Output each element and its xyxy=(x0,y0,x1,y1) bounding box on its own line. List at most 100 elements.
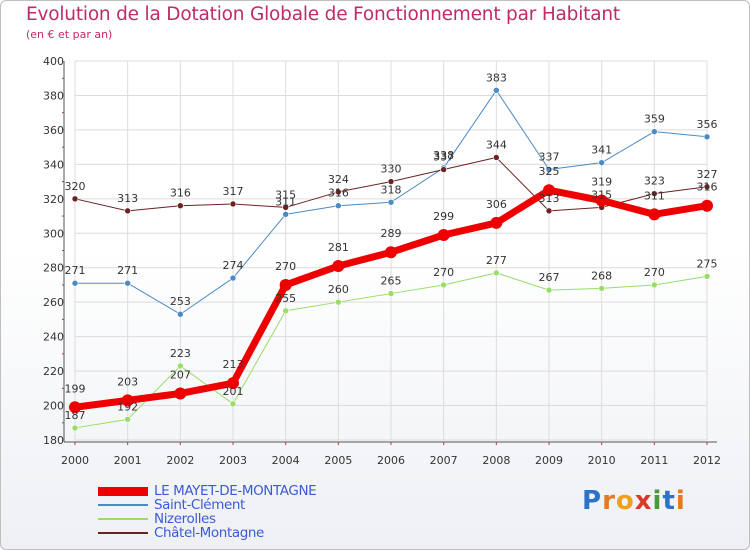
x-tick-label: 2007 xyxy=(430,454,458,467)
data-point xyxy=(332,260,345,273)
y-tick-label: 180 xyxy=(43,434,64,447)
data-point xyxy=(387,198,395,206)
data-point xyxy=(124,416,131,423)
legend-swatch xyxy=(98,486,148,496)
data-label: 289 xyxy=(381,227,402,240)
data-label: 270 xyxy=(275,260,296,273)
data-label: 277 xyxy=(486,254,507,267)
y-tick-label: 280 xyxy=(43,262,64,275)
data-point xyxy=(440,281,447,289)
data-point xyxy=(598,285,605,292)
data-label: 337 xyxy=(539,151,560,164)
grid xyxy=(74,60,708,441)
logo-letter: t xyxy=(662,486,676,516)
logo-letter: i xyxy=(675,486,686,516)
y-tick-label: 240 xyxy=(43,331,64,344)
data-labels: 271 271 253 274 311 316 318 338 383 337 341 359 356 1… xyxy=(65,71,718,422)
data-label: 337 xyxy=(433,151,454,164)
data-point xyxy=(335,298,342,306)
series-lines xyxy=(69,86,713,432)
data-label: 203 xyxy=(117,375,138,388)
data-point xyxy=(703,183,711,191)
data-label: 317 xyxy=(223,185,244,198)
data-point xyxy=(335,188,342,196)
data-label: 311 xyxy=(644,189,665,202)
data-point xyxy=(545,286,553,294)
data-point xyxy=(227,377,239,390)
data-label: 359 xyxy=(644,113,665,126)
data-label: 187 xyxy=(65,409,86,422)
data-label: 324 xyxy=(328,173,349,186)
data-label: 341 xyxy=(591,144,612,157)
legend-swatch xyxy=(98,518,148,520)
x-tick-label: 2011 xyxy=(640,454,668,467)
data-point xyxy=(437,228,450,241)
data-point xyxy=(177,202,184,210)
x-tick-label: 2000 xyxy=(61,454,89,467)
data-label: 270 xyxy=(644,266,665,279)
data-point xyxy=(124,207,131,215)
data-label: 316 xyxy=(328,187,349,200)
data-point xyxy=(545,166,553,173)
proxiti-logo: Proxiti xyxy=(582,486,686,516)
data-label: 315 xyxy=(275,188,296,201)
data-label: 274 xyxy=(223,259,244,272)
logo-letter: x xyxy=(634,486,653,516)
data-label: 383 xyxy=(486,71,507,84)
logo-letter: r xyxy=(602,486,616,516)
data-point xyxy=(598,159,605,166)
data-point xyxy=(701,199,713,212)
data-label: 299 xyxy=(433,210,454,223)
data-point xyxy=(387,178,395,185)
data-label: 267 xyxy=(539,271,560,284)
y-tick-label: 400 xyxy=(43,55,64,68)
data-label: 223 xyxy=(170,347,191,360)
y-tick-label: 200 xyxy=(43,400,64,413)
data-point xyxy=(387,290,395,297)
x-tick-label: 2003 xyxy=(219,454,247,467)
logo-letter: o xyxy=(615,486,635,516)
data-point xyxy=(174,387,187,400)
y-tick-label: 340 xyxy=(43,158,64,171)
data-point xyxy=(651,128,658,135)
x-tick-label: 2002 xyxy=(166,454,194,467)
data-point xyxy=(282,211,289,218)
data-label: 260 xyxy=(328,283,349,296)
data-label: 316 xyxy=(697,181,718,194)
data-label: 255 xyxy=(275,292,296,305)
data-label: 271 xyxy=(65,264,86,277)
data-point xyxy=(229,274,237,282)
data-label: 281 xyxy=(328,241,349,254)
data-point xyxy=(69,401,81,414)
data-point xyxy=(229,400,237,408)
data-label: 213 xyxy=(223,358,244,371)
y-tick-label: 300 xyxy=(43,227,64,240)
x-tick-label: 2006 xyxy=(377,454,405,467)
data-point xyxy=(543,184,555,197)
legend-label: LE MAYET-DE-MONTAGNE xyxy=(154,483,317,499)
y-tick-label: 380 xyxy=(43,89,64,102)
data-label: 199 xyxy=(65,382,86,395)
x-tick-label: 2010 xyxy=(588,454,616,467)
data-point xyxy=(440,166,447,173)
data-point xyxy=(493,86,500,94)
data-label: 253 xyxy=(170,295,191,308)
chart-subtitle: (en € et par an) xyxy=(26,28,113,41)
x-tick-label: 2004 xyxy=(272,454,300,467)
data-label: 270 xyxy=(433,266,454,279)
data-point xyxy=(703,133,711,141)
data-label: 316 xyxy=(170,187,191,200)
data-point xyxy=(703,273,711,280)
data-label: 313 xyxy=(539,192,560,205)
data-label: 207 xyxy=(170,368,191,381)
data-label: 320 xyxy=(65,180,86,193)
y-tick-label: 360 xyxy=(43,124,64,137)
y-tick-label: 220 xyxy=(43,365,64,378)
data-point xyxy=(279,278,292,291)
legend-label: Saint-Clément xyxy=(154,497,245,513)
x-tick-label: 2012 xyxy=(693,454,721,467)
logo-letter: i xyxy=(652,486,663,516)
data-point xyxy=(595,194,608,207)
